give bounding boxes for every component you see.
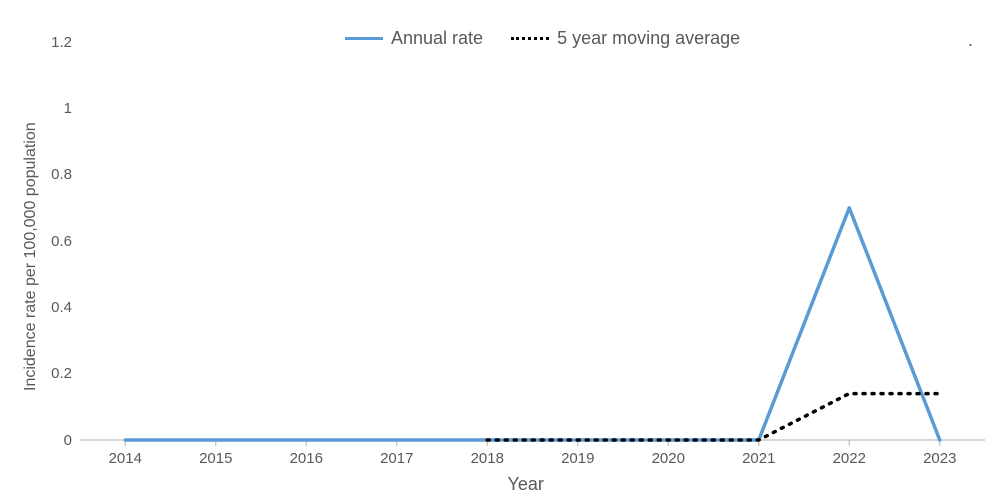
x-tick-label: 2018 (471, 450, 504, 467)
series-annual-rate (125, 208, 940, 440)
x-tick-label: 2014 (109, 450, 142, 467)
x-tick-label: 2016 (290, 450, 323, 467)
x-tick-label: 2017 (380, 450, 413, 467)
x-tick-label: 2015 (199, 450, 232, 467)
x-tick-label: 2023 (923, 450, 956, 467)
x-tick-label: 2019 (561, 450, 594, 467)
y-tick-label: 0.6 (51, 233, 72, 250)
y-tick-label: 0 (64, 432, 72, 449)
plot-area (0, 0, 1000, 502)
y-tick-label: 0.2 (51, 365, 72, 382)
series-5-year-moving-average (487, 394, 940, 440)
y-tick-label: 0.4 (51, 299, 72, 316)
incidence-chart: Annual rate5 year moving average . Incid… (0, 0, 1000, 502)
x-tick-label: 2021 (742, 450, 775, 467)
y-tick-label: 0.8 (51, 166, 72, 183)
x-tick-label: 2020 (652, 450, 685, 467)
y-tick-label: 1 (64, 100, 72, 117)
y-tick-label: 1.2 (51, 34, 72, 51)
x-tick-label: 2022 (833, 450, 866, 467)
